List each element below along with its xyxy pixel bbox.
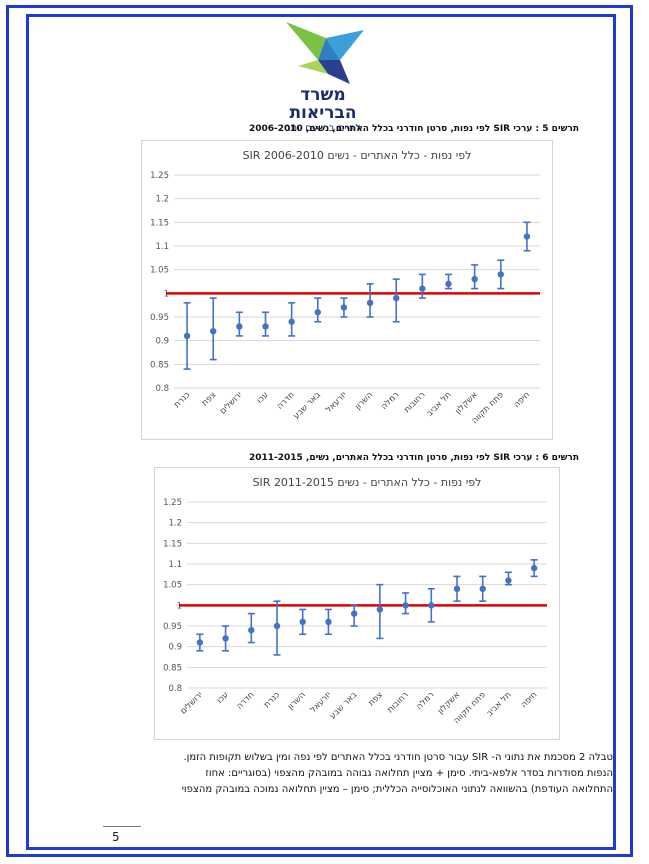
data-point — [402, 602, 409, 609]
data-point — [248, 626, 255, 634]
logo-title-line1: משרד — [300, 85, 346, 105]
y-tick-label: 1.2 — [168, 519, 182, 529]
x-tick-label: צפת — [367, 690, 385, 708]
y-tick-label: 0.85 — [150, 360, 169, 370]
data-point — [262, 323, 269, 330]
data-point — [236, 323, 243, 330]
x-tick-label: רמלה — [415, 690, 437, 712]
x-tick-label: יזרעאל — [324, 390, 349, 415]
star-logo-icon — [286, 22, 364, 84]
data-point — [314, 309, 321, 316]
data-point — [325, 618, 332, 626]
paragraph-line-1: טבלה 2 מסכמת את נתוני ה- SIR עבור סרטן ח… — [183, 752, 613, 763]
data-point — [523, 233, 531, 240]
data-point — [376, 606, 384, 613]
paragraph-line-2: הנפות מסודרות בסדר אלפא-ביתי. סימן + מצי… — [205, 768, 613, 779]
chart-sir-2006-2010: SIR לפי נפות - כלל האתרים - נשים 2006-20… — [141, 140, 553, 440]
page-number: 5 — [112, 830, 120, 844]
figure6-caption: תרשים 6 : ערכי SIR לפי נפות, סרטן חודרני… — [248, 453, 579, 463]
footer-rule — [103, 826, 141, 827]
ministry-logo: משרד הבריאות לחיים בריאים יותר — [248, 16, 398, 134]
data-point — [419, 285, 426, 292]
x-tick-label: חיפה — [519, 690, 539, 710]
logo-title-line2: הבריאות — [289, 103, 357, 123]
page-inner-border — [26, 14, 616, 850]
logo-tagline: לחיים בריאים יותר — [284, 123, 362, 134]
y-tick-label: 0.9 — [155, 337, 169, 347]
y-tick-label: 1.1 — [168, 560, 182, 570]
y-tick-label: 1.25 — [150, 171, 169, 181]
x-tick-label: השרון — [286, 690, 308, 712]
data-point — [530, 564, 538, 572]
chart-svg-2011-2015: SIR לפי נפות - כלל האתרים - נשים 2011-20… — [163, 476, 547, 726]
x-tick-label: תל אביב — [425, 390, 454, 419]
data-point — [288, 318, 295, 325]
x-tick-label: צפת — [200, 390, 218, 408]
chart-sir-2011-2015: SIR לפי נפות - כלל האתרים - נשים 2011-20… — [154, 467, 560, 740]
y-tick-label: 0.85 — [163, 663, 182, 673]
y-tick-label: 0.9 — [168, 643, 182, 653]
x-tick-label: חדרה — [275, 390, 297, 412]
y-tick-label: 1.2 — [155, 195, 169, 205]
y-tick-label: 1.05 — [163, 581, 182, 591]
data-point — [210, 328, 217, 335]
y-tick-label: 1.05 — [150, 266, 169, 276]
y-tick-label: 0.95 — [150, 313, 169, 323]
data-point — [222, 635, 229, 642]
x-tick-label: כנרת — [262, 690, 282, 710]
x-tick-label: עכו — [215, 690, 231, 706]
chart-title: SIR לפי נפות - כלל האתרים - נשים 2011-20… — [253, 476, 482, 489]
page-outer-border — [6, 5, 633, 857]
y-tick-label: 0.8 — [155, 384, 169, 394]
x-tick-label: חיפה — [512, 390, 532, 410]
x-tick-label: באר שבע — [292, 390, 323, 421]
logo-shape-lightblue — [326, 30, 364, 60]
chart-title: SIR לפי נפות - כלל האתרים - נשים 2006-20… — [243, 149, 472, 162]
logo-shape-center — [318, 38, 340, 60]
data-point — [479, 585, 486, 592]
figure5-caption: תרשים 5 : ערכי SIR לפי נפות, סרטן חודרני… — [248, 124, 579, 134]
x-tick-label: באר שבע — [328, 690, 359, 721]
data-point — [445, 280, 452, 288]
data-point — [471, 275, 478, 283]
x-tick-label: תל אביב — [485, 690, 514, 719]
paragraph-line-3: התחלואה העודפת) בהשוואה לנתוני האוכלוסיי… — [181, 784, 613, 795]
data-point — [505, 577, 512, 584]
body-paragraph: טבלה 2 מסכמת את נתוני ה- SIR עבור סרטן ח… — [58, 750, 613, 798]
x-tick-label: רחובות — [402, 390, 427, 415]
data-point — [299, 618, 306, 626]
data-point — [340, 304, 348, 311]
x-tick-label: השרון — [353, 390, 375, 412]
y-tick-label: 1.15 — [150, 218, 169, 228]
data-point — [273, 622, 281, 630]
chart-svg-2006-2010: SIR לפי נפות - כלל האתרים - נשים 2006-20… — [150, 149, 540, 426]
data-point — [428, 602, 435, 609]
data-point — [183, 332, 191, 340]
data-point — [366, 299, 374, 306]
logo-shape-darkblue — [318, 60, 350, 84]
y-tick-label: 0.8 — [168, 684, 182, 694]
logo-shape-lightgreen — [298, 60, 328, 74]
logo-shape-green — [286, 22, 326, 60]
x-tick-label: כנרת — [172, 390, 192, 410]
x-tick-label: עכו — [255, 390, 271, 406]
data-point — [393, 294, 400, 302]
y-tick-label: 1.15 — [163, 539, 182, 549]
data-point — [453, 585, 461, 592]
y-tick-label: 1.1 — [155, 242, 169, 252]
x-tick-label: ירושלים — [218, 390, 245, 417]
x-tick-label: ירושלים — [179, 690, 206, 717]
x-tick-label: חדרה — [235, 690, 257, 712]
x-tick-label: רמלה — [379, 390, 401, 412]
data-point — [350, 610, 358, 617]
data-point — [497, 271, 504, 278]
y-tick-label: 0.95 — [163, 622, 182, 632]
x-tick-label: רחובות — [386, 690, 411, 715]
y-tick-label: 1.25 — [163, 498, 182, 508]
data-point — [196, 639, 204, 646]
